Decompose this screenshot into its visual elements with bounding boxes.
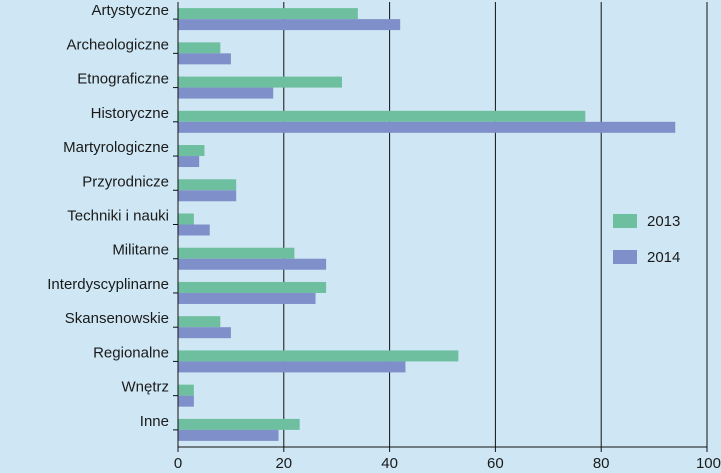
category-label: Regionalne bbox=[93, 344, 169, 361]
category-label: Militarne bbox=[112, 242, 169, 259]
category-labels: Artystyczne Archeologiczne Etnograficzne Hi… bbox=[47, 2, 178, 431]
legend-label-2013: 2013 bbox=[647, 213, 680, 230]
category-label: Etnograficzne bbox=[77, 71, 169, 88]
legend-swatch-2013 bbox=[613, 214, 637, 228]
category-label: Przyrodnicze bbox=[82, 173, 169, 190]
x-tick-label: 0 bbox=[174, 455, 182, 472]
legend: 2013 2014 bbox=[613, 213, 680, 266]
bar-2014-9 bbox=[178, 327, 231, 339]
category-label: Interdyscyplinarne bbox=[47, 276, 169, 293]
gridlines bbox=[283, 2, 708, 447]
category-label: Inne bbox=[140, 413, 169, 430]
bar-2013-1 bbox=[178, 42, 221, 54]
bar-2013-10 bbox=[178, 350, 459, 362]
category-label: Archeologiczne bbox=[66, 36, 169, 53]
category-label: Martyrologiczne bbox=[63, 139, 169, 156]
bar-2014-5 bbox=[178, 190, 237, 202]
bar-2014-10 bbox=[178, 361, 406, 373]
bar-2014-3 bbox=[178, 121, 676, 133]
bar-2014-11 bbox=[178, 395, 194, 407]
x-tick-label: 60 bbox=[487, 455, 504, 472]
bar-2013-11 bbox=[178, 384, 194, 396]
bar-2013-0 bbox=[178, 8, 358, 20]
category-label: Skansenowskie bbox=[65, 310, 169, 327]
bar-2013-4 bbox=[178, 145, 205, 157]
bar-2013-6 bbox=[178, 213, 194, 225]
x-tick-label: 80 bbox=[593, 455, 610, 472]
category-label: Artystyczne bbox=[91, 2, 169, 19]
bar-2013-8 bbox=[178, 281, 327, 293]
bar-2013-5 bbox=[178, 179, 237, 191]
bar-2014-12 bbox=[178, 429, 279, 441]
x-tick-label: 40 bbox=[381, 455, 398, 472]
bar-2014-4 bbox=[178, 156, 200, 168]
bar-2014-0 bbox=[178, 19, 401, 31]
legend-swatch-2014 bbox=[613, 250, 637, 264]
bar-2013-9 bbox=[178, 316, 221, 328]
bar-2014-7 bbox=[178, 258, 327, 270]
category-label: Historyczne bbox=[91, 105, 169, 122]
legend-label-2014: 2014 bbox=[647, 249, 680, 266]
bar-2013-7 bbox=[178, 247, 295, 259]
bars bbox=[178, 8, 676, 441]
bar-2014-2 bbox=[178, 87, 274, 99]
bar-2014-6 bbox=[178, 224, 210, 236]
bar-2013-2 bbox=[178, 76, 342, 88]
x-tick-label: 20 bbox=[275, 455, 292, 472]
bar-2014-1 bbox=[178, 53, 231, 65]
x-axis: 0 20 40 60 80 100 bbox=[174, 2, 721, 472]
category-label: Wnętrz bbox=[121, 379, 169, 396]
bar-2013-3 bbox=[178, 110, 586, 122]
category-label: Techniki i nauki bbox=[67, 208, 169, 225]
bar-2014-8 bbox=[178, 292, 316, 304]
bar-2013-12 bbox=[178, 418, 300, 430]
x-tick-label: 100 bbox=[696, 455, 721, 472]
